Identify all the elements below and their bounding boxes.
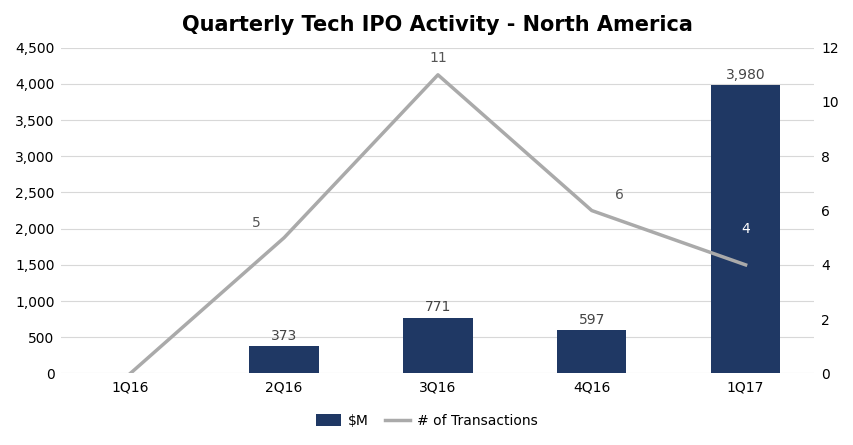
Title: Quarterly Tech IPO Activity - North America: Quarterly Tech IPO Activity - North Amer… bbox=[183, 15, 693, 35]
Text: 597: 597 bbox=[577, 313, 604, 327]
Text: 4: 4 bbox=[740, 222, 749, 236]
Bar bbox=[556, 330, 625, 373]
Text: 5: 5 bbox=[252, 215, 260, 230]
Legend: $M, # of Transactions: $M, # of Transactions bbox=[310, 409, 543, 433]
Text: 373: 373 bbox=[270, 329, 297, 343]
Bar bbox=[249, 347, 318, 373]
Bar bbox=[403, 318, 472, 373]
Text: 771: 771 bbox=[424, 300, 450, 314]
Text: 3,980: 3,980 bbox=[725, 68, 764, 82]
Bar bbox=[711, 85, 780, 373]
Text: 6: 6 bbox=[614, 188, 624, 202]
Text: 11: 11 bbox=[428, 51, 446, 65]
